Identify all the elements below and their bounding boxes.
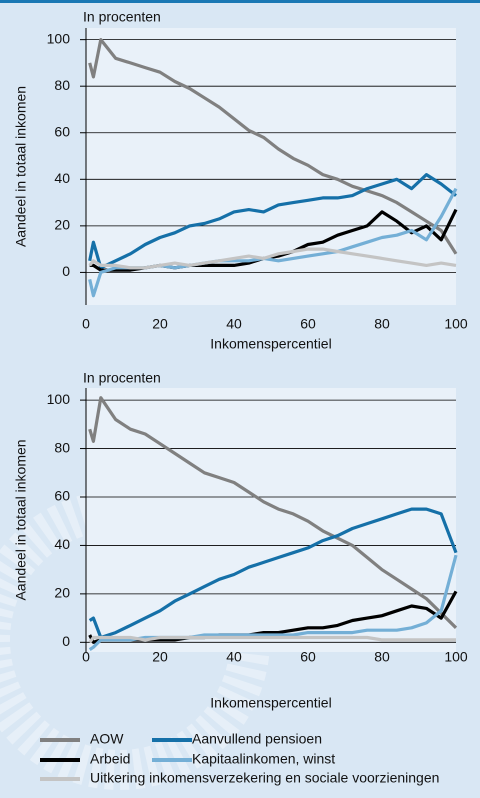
- plot-area: [86, 388, 456, 652]
- y-tick-label: 0: [62, 633, 70, 649]
- legend-label: Aanvullend pensioen: [192, 731, 322, 747]
- y-axis-label: Aandeel in totaal inkomen: [13, 439, 29, 600]
- plot-area: [86, 28, 456, 305]
- top-border: [0, 0, 480, 3]
- y-tick-label: 60: [54, 488, 70, 504]
- y-tick-label: 80: [54, 77, 70, 93]
- x-tick-label: 60: [300, 316, 316, 332]
- x-tick-label: 60: [300, 649, 316, 665]
- y-tick-label: 20: [54, 585, 70, 601]
- x-tick-label: 20: [152, 649, 168, 665]
- y-tick-label: 20: [54, 217, 70, 233]
- x-tick-label: 100: [444, 316, 468, 332]
- x-axis-label: Inkomenspercentiel: [210, 695, 331, 711]
- y-tick-label: 0: [62, 263, 70, 279]
- y-tick-label: 60: [54, 123, 70, 139]
- x-axis-label: Inkomenspercentiel: [210, 336, 331, 352]
- subtitle: In procenten: [83, 370, 161, 386]
- subtitle: In procenten: [83, 9, 161, 25]
- legend-label: Arbeid: [90, 751, 130, 767]
- y-axis-label: Aandeel in totaal inkomen: [13, 86, 29, 247]
- x-tick-label: 80: [374, 649, 390, 665]
- y-tick-label: 40: [54, 536, 70, 552]
- chart: In procenten Aandeel in totaal inkomen Ink…: [0, 0, 480, 798]
- y-tick-label: 100: [47, 30, 71, 46]
- x-tick-label: 100: [444, 649, 468, 665]
- x-tick-label: 40: [226, 649, 242, 665]
- x-tick-label: 0: [82, 316, 90, 332]
- y-tick-label: 100: [47, 391, 71, 407]
- legend-label: Uitkering inkomensverzekering en sociale…: [90, 770, 439, 786]
- legend-label: AOW: [90, 731, 124, 747]
- x-tick-label: 40: [226, 316, 242, 332]
- x-tick-label: 80: [374, 316, 390, 332]
- y-tick-label: 40: [54, 170, 70, 186]
- legend-label: Kapitaalinkomen, winst: [192, 751, 335, 767]
- x-tick-label: 20: [152, 316, 168, 332]
- y-tick-label: 80: [54, 439, 70, 455]
